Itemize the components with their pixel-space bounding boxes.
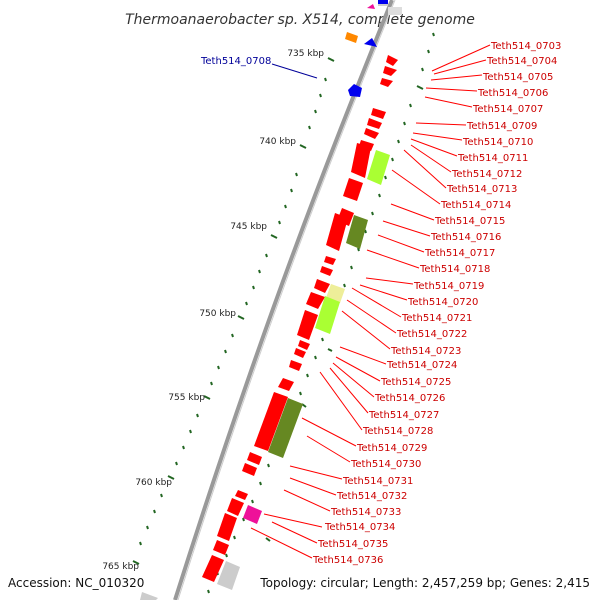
- gene-label: Teth514_0729: [356, 443, 427, 454]
- gene-label: Teth514_0704: [486, 56, 557, 67]
- gene-feature-blue: [378, 0, 388, 4]
- gene-label: Teth514_0720: [407, 297, 478, 308]
- gene-label: Teth514_0705: [482, 72, 553, 83]
- gene-feature-lime: [315, 296, 340, 334]
- gene-feature-olive: [268, 398, 303, 458]
- topology-text: Topology: circular; Length: 2,457,259 bp…: [259, 576, 590, 590]
- gene-label: Teth514_0709: [466, 121, 537, 132]
- gene-label-blue: Teth514_0708: [200, 56, 271, 67]
- gene-label: Teth514_0710: [462, 137, 533, 148]
- gene-label: Teth514_0706: [477, 88, 548, 99]
- gene-label: Teth514_0711: [457, 153, 528, 164]
- gene-label: Teth514_0735: [317, 539, 388, 550]
- gene-label: Teth514_0726: [374, 393, 445, 404]
- gene-label: Teth514_0707: [472, 104, 543, 115]
- gene-label: Teth514_0723: [390, 346, 461, 357]
- gene-feature-pale-yellow: [326, 284, 345, 303]
- gene-label: Teth514_0731: [342, 476, 413, 487]
- gene-label: Teth514_0713: [446, 184, 517, 195]
- map-title: Thermoanaerobacter sp. X514, complete ge…: [125, 12, 475, 28]
- gene-label: Teth514_0717: [424, 248, 495, 259]
- gene-label: Teth514_0725: [380, 377, 451, 388]
- scale-label: 760 kbp: [135, 478, 172, 488]
- gene-label: Teth514_0733: [330, 507, 401, 518]
- gene-label: Teth514_0719: [413, 281, 484, 292]
- gene-label: Teth514_0712: [451, 169, 522, 180]
- gene-feature-grey: [388, 7, 402, 15]
- leader-line-blue: [271, 63, 318, 79]
- gene-feature-grey: [140, 592, 158, 600]
- accession-text: Accession: NC_010320: [8, 576, 144, 590]
- gene-feature-lime: [367, 150, 390, 185]
- gene-feature-magenta: [367, 4, 375, 9]
- scale-labels: 735 kbp 740 kbp 745 kbp 750 kbp 755 kbp …: [102, 49, 324, 572]
- gene-label: Teth514_0722: [396, 329, 467, 340]
- gene-feature-olive: [346, 215, 368, 249]
- genome-backbone: [173, 0, 394, 600]
- gene-label: Teth514_0714: [440, 200, 511, 211]
- scale-label: 735 kbp: [287, 49, 324, 59]
- gene-feature-blue: [364, 38, 377, 47]
- gene-label: Teth514_0721: [401, 313, 472, 324]
- genome-backbone-shadow: [177, 0, 396, 600]
- gene-feature-grey: [217, 561, 240, 590]
- scale-label: 745 kbp: [230, 222, 267, 232]
- gene-label: Teth514_0736: [312, 555, 383, 566]
- gene-label: Teth514_0734: [324, 522, 395, 533]
- gene-label: Teth514_0716: [430, 232, 501, 243]
- gene-feature-orange: [345, 32, 358, 43]
- cds-features: [202, 55, 398, 582]
- gene-label: Teth514_0730: [350, 459, 421, 470]
- gene-feature-magenta: [243, 505, 262, 524]
- leader-lines: [250, 44, 491, 559]
- gene-label: Teth514_0724: [386, 360, 457, 371]
- gene-label: Teth514_0718: [419, 264, 490, 275]
- scale-label: 755 kbp: [168, 393, 205, 403]
- gene-label: Teth514_0727: [368, 410, 439, 421]
- scale-label: 740 kbp: [259, 137, 296, 147]
- gene-label: Teth514_0715: [434, 216, 505, 227]
- gene-feature-blue: [348, 84, 362, 97]
- gene-labels: Teth514_0703 Teth514_0704 Teth514_0705 T…: [312, 41, 561, 566]
- scale-label: 750 kbp: [199, 309, 236, 319]
- gene-label: Teth514_0732: [336, 491, 407, 502]
- gene-label: Teth514_0703: [490, 41, 561, 52]
- scale-label: 765 kbp: [102, 562, 139, 572]
- scale-dots: [139, 77, 327, 546]
- gene-label: Teth514_0728: [362, 426, 433, 437]
- scale-ticks: [132, 57, 335, 565]
